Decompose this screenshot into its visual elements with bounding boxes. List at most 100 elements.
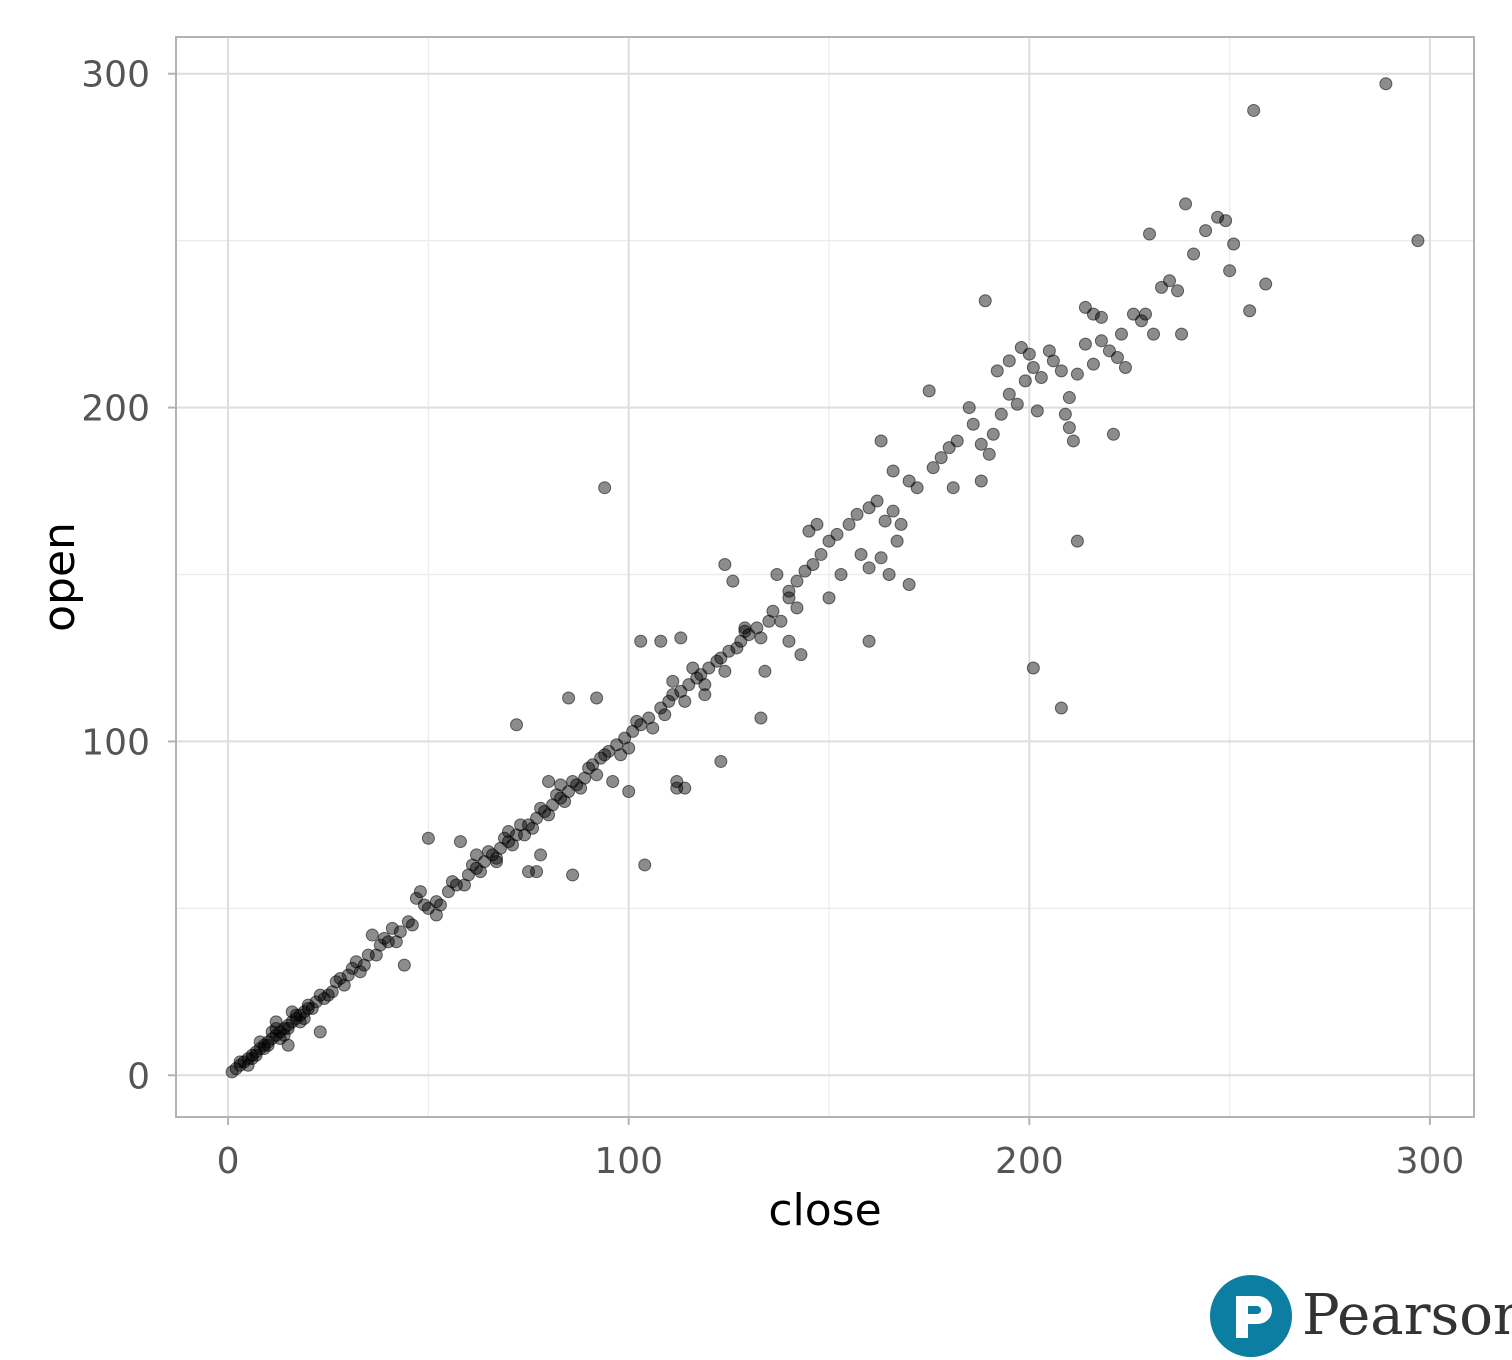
data-point <box>365 928 379 942</box>
data-point <box>566 868 580 882</box>
data-point <box>1094 334 1108 348</box>
data-point <box>754 631 768 645</box>
data-point <box>662 694 676 708</box>
data-point <box>726 574 740 588</box>
data-point <box>910 481 924 495</box>
data-point <box>782 634 796 648</box>
data-point <box>309 995 323 1009</box>
data-point <box>606 774 620 788</box>
data-point <box>1026 361 1040 375</box>
data-point <box>806 557 820 571</box>
data-point <box>658 708 672 722</box>
data-point <box>1070 534 1084 548</box>
data-point <box>894 517 908 531</box>
pearson-logo-glyph <box>1236 1296 1272 1338</box>
data-point <box>630 714 644 728</box>
data-point <box>469 848 483 862</box>
data-point <box>1175 327 1189 341</box>
data-point <box>666 688 680 702</box>
data-point <box>782 584 796 598</box>
data-point <box>1002 387 1016 401</box>
data-point <box>878 514 892 528</box>
data-point <box>1018 374 1032 388</box>
data-point <box>686 661 700 675</box>
data-point <box>301 998 315 1012</box>
data-point <box>405 918 419 932</box>
data-point <box>834 567 848 581</box>
data-point <box>1223 264 1237 278</box>
data-point <box>233 1055 247 1069</box>
data-point <box>313 1025 327 1039</box>
data-point <box>982 447 996 461</box>
data-point <box>558 795 572 809</box>
y-axis-title: open <box>34 522 85 632</box>
data-point <box>962 401 976 415</box>
data-point <box>994 407 1008 421</box>
data-point <box>1187 247 1201 261</box>
data-point <box>974 474 988 488</box>
data-point <box>870 494 884 508</box>
data-point <box>1034 371 1048 385</box>
data-point <box>1259 277 1273 291</box>
data-point <box>862 561 876 575</box>
data-point <box>562 691 576 705</box>
y-tick-label: 0 <box>127 1056 150 1097</box>
data-point <box>986 427 1000 441</box>
data-point <box>950 434 964 448</box>
data-point <box>510 718 524 732</box>
data-point <box>730 641 744 655</box>
data-point <box>249 1048 263 1062</box>
data-point <box>1411 234 1425 248</box>
y-tick-label: 300 <box>81 55 150 96</box>
data-point <box>934 451 948 465</box>
data-point <box>1179 197 1193 211</box>
data-point <box>1022 347 1036 361</box>
data-point <box>1030 404 1044 418</box>
data-point <box>738 621 752 635</box>
data-point <box>722 644 736 658</box>
data-point <box>349 955 363 969</box>
data-point <box>714 754 728 768</box>
data-point <box>590 691 604 705</box>
pearson-logo-text: Pearson <box>1302 1283 1512 1348</box>
y-tick-label: 200 <box>81 389 150 430</box>
data-point <box>794 648 808 662</box>
data-point <box>1219 214 1233 228</box>
data-point <box>966 417 980 431</box>
data-point <box>445 875 459 889</box>
pearson-logo: Pearson <box>1210 1275 1512 1357</box>
data-point <box>289 1008 303 1022</box>
data-point <box>590 768 604 782</box>
data-point <box>1054 701 1068 715</box>
data-point <box>534 848 548 862</box>
data-point <box>710 654 724 668</box>
data-point <box>1227 237 1241 251</box>
y-axis-ticks: 0 100 200 300 <box>81 55 176 1097</box>
data-point <box>902 578 916 592</box>
data-point <box>433 898 447 912</box>
data-point <box>830 527 844 541</box>
data-points <box>225 77 1425 1079</box>
data-point <box>922 384 936 398</box>
data-point <box>1058 407 1072 421</box>
data-point <box>574 781 588 795</box>
data-point <box>814 547 828 561</box>
data-point <box>457 878 471 892</box>
data-point <box>990 364 1004 378</box>
x-tick-label: 200 <box>995 1141 1064 1182</box>
x-axis-ticks: 0 100 200 300 <box>217 1117 1464 1182</box>
data-point <box>974 437 988 451</box>
data-point <box>718 664 732 678</box>
data-point <box>654 634 668 648</box>
plot-border <box>175 36 1475 1118</box>
data-point <box>890 534 904 548</box>
data-point <box>377 931 391 945</box>
data-point <box>1163 274 1177 288</box>
data-point <box>874 551 888 565</box>
data-point <box>718 557 732 571</box>
data-point <box>253 1035 267 1049</box>
data-point <box>273 1032 287 1046</box>
data-point <box>385 921 399 935</box>
data-point <box>774 614 788 628</box>
